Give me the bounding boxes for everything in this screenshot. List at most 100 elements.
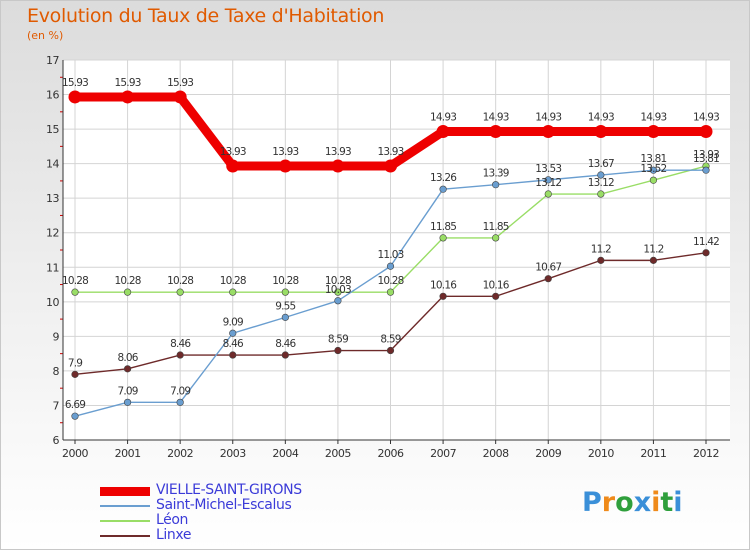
data-point	[226, 159, 240, 173]
data-point	[176, 351, 184, 359]
data-label: 8.46	[275, 338, 296, 350]
data-point	[649, 176, 658, 184]
y-tick-label: 13	[46, 192, 59, 205]
chart-unit-label: (en %)	[27, 29, 64, 42]
y-tick-label: 14	[46, 158, 59, 171]
data-label: 14.93	[483, 112, 509, 124]
data-label: 10.28	[167, 275, 193, 287]
data-label: 10.28	[62, 275, 88, 287]
data-label: 8.46	[223, 338, 244, 350]
data-label: 11.85	[483, 221, 509, 233]
data-label: 8.06	[117, 352, 138, 364]
data-label: 8.59	[380, 334, 400, 346]
x-tick-label: 2008	[483, 447, 509, 460]
data-point	[541, 125, 555, 139]
data-label: 11.2	[591, 243, 611, 255]
logo-letter: o	[615, 487, 634, 518]
data-point	[334, 288, 342, 296]
data-point	[229, 351, 237, 359]
y-tick-label: 12	[46, 227, 59, 240]
y-tick-label: 6	[53, 434, 60, 447]
plot-area	[63, 60, 730, 440]
legend-swatch	[100, 520, 150, 522]
data-label: 11.42	[693, 236, 719, 248]
data-point	[334, 297, 342, 305]
logo-letter: r	[601, 487, 616, 518]
data-point	[123, 365, 132, 373]
data-point	[281, 288, 289, 296]
data-label: 13.93	[693, 149, 719, 161]
y-tick-label: 9	[53, 330, 60, 343]
data-point	[649, 256, 658, 264]
data-point	[123, 288, 132, 296]
data-point	[649, 166, 658, 174]
data-point	[544, 275, 552, 283]
data-label: 13.39	[483, 168, 509, 180]
data-label: 7.09	[117, 385, 137, 397]
data-point	[173, 90, 187, 104]
data-point	[386, 288, 395, 296]
data-label: 15.93	[167, 77, 193, 89]
data-point	[597, 171, 605, 179]
data-point	[71, 412, 79, 420]
data-point	[281, 351, 289, 359]
data-label: 11.03	[377, 249, 403, 261]
data-point	[176, 288, 184, 296]
data-label: 6.69	[65, 399, 85, 411]
data-label: 13.93	[220, 146, 246, 158]
legend-label: VIELLE-SAINT-GIRONS	[156, 482, 302, 498]
data-point	[597, 190, 605, 198]
data-label: 13.26	[430, 172, 457, 184]
data-point	[278, 159, 292, 173]
data-point	[436, 125, 450, 139]
data-label: 13.12	[588, 177, 614, 189]
data-label: 15.93	[115, 77, 141, 89]
y-tick-label: 15	[46, 123, 59, 136]
data-point	[492, 292, 500, 300]
data-point	[331, 159, 345, 173]
data-label: 9.09	[223, 316, 243, 328]
x-tick-label: 2007	[430, 447, 456, 460]
data-point	[699, 125, 713, 139]
logo-letter: i	[673, 487, 683, 518]
data-point	[492, 234, 500, 242]
data-point	[597, 256, 605, 264]
data-point	[702, 166, 710, 174]
data-label: 10.03	[325, 284, 351, 296]
data-point	[386, 346, 395, 355]
data-point	[544, 176, 552, 184]
data-point	[594, 125, 608, 139]
logo-letter: t	[660, 487, 674, 518]
data-label: 9.55	[275, 300, 295, 312]
data-label: 11.85	[430, 221, 456, 233]
data-point	[71, 288, 79, 296]
y-tick-label: 17	[46, 54, 59, 67]
data-point	[702, 249, 710, 257]
legend-swatch	[100, 505, 150, 507]
data-point	[384, 159, 397, 173]
data-point	[646, 125, 660, 139]
data-point	[121, 90, 135, 104]
x-tick-label: 2004	[272, 447, 298, 460]
x-tick-label: 2006	[378, 447, 404, 460]
legend-swatch	[100, 535, 150, 537]
data-point	[439, 185, 447, 193]
data-label: 14.93	[535, 112, 561, 124]
data-label: 13.53	[535, 163, 561, 175]
y-tick-label: 11	[46, 261, 59, 274]
data-label: 10.28	[377, 275, 403, 287]
data-label: 7.9	[68, 357, 82, 369]
data-label: 10.16	[483, 279, 510, 291]
data-point	[229, 288, 237, 296]
data-label: 13.52	[640, 163, 666, 175]
data-point	[281, 313, 289, 321]
legend-label: Linxe	[156, 527, 192, 543]
data-label: 10.28	[272, 275, 298, 287]
data-label: 13.93	[325, 146, 351, 158]
data-label: 10.28	[325, 275, 351, 287]
data-label: 10.28	[115, 275, 141, 287]
data-label: 14.93	[588, 112, 614, 124]
legend-label: Léon	[156, 512, 189, 528]
x-tick-label: 2011	[640, 447, 666, 460]
data-point	[439, 234, 447, 242]
